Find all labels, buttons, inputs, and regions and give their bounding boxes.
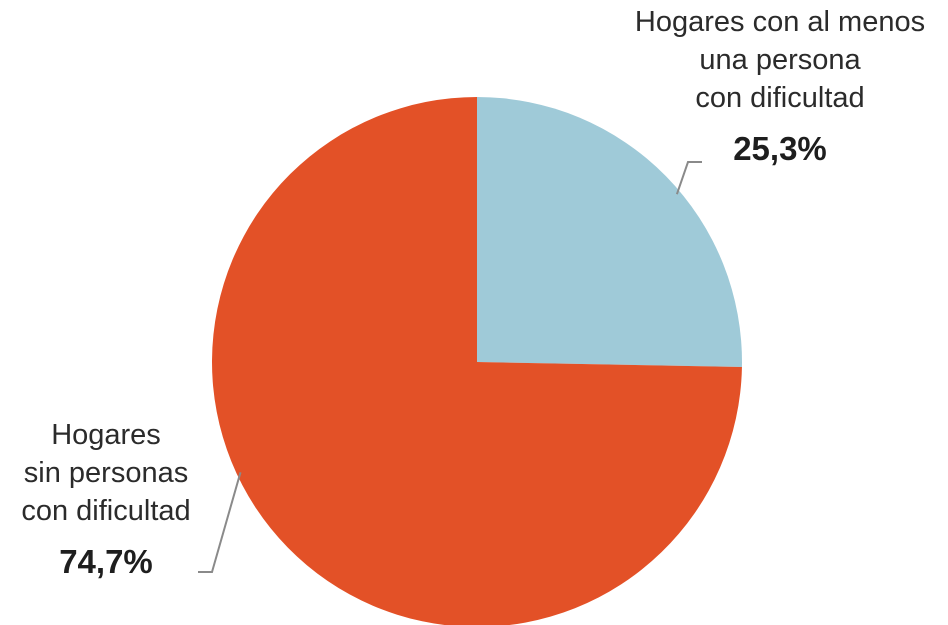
leader-line-with-difficulty — [675, 161, 702, 195]
slice-percent-label: 25,3% — [733, 130, 827, 167]
slice-label-line: sin personas — [23, 457, 189, 489]
slice-label-line: Hogares — [51, 419, 161, 451]
slice-percent-label: 74,7% — [59, 543, 153, 580]
slice-label-line: una persona — [699, 44, 861, 76]
pie-slice-with-difficulty — [477, 97, 742, 367]
slice-label-line: con dificultad — [695, 82, 865, 114]
slice-label-with-difficulty: Hogares con al menos una persona con dif… — [612, 3, 948, 169]
leader-line-without-difficulty — [198, 472, 242, 573]
slice-label-line: Hogares con al menos — [634, 6, 926, 38]
slice-label-line: con dificultad — [21, 495, 191, 527]
pie-slice-without-difficulty — [212, 97, 742, 625]
slice-label-without-difficulty: Hogares sin personas con dificultad 74,7… — [0, 416, 212, 582]
